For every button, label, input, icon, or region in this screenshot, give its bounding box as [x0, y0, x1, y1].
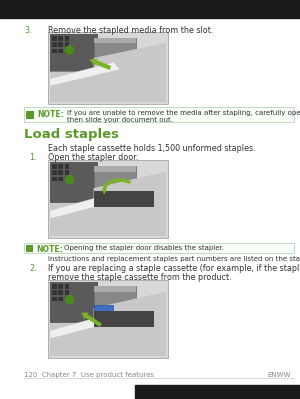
Text: NOTE:: NOTE:	[37, 110, 64, 119]
Bar	[58, 36, 63, 41]
Text: 2.: 2.	[29, 264, 37, 273]
Text: Load staples: Load staples	[24, 128, 119, 141]
Bar	[94, 191, 154, 207]
Bar	[26, 245, 33, 252]
Bar	[58, 284, 63, 289]
Text: ENWW: ENWW	[268, 372, 291, 378]
Text: Opening the stapler door disables the stapler.: Opening the stapler door disables the st…	[64, 245, 224, 251]
Text: NOTE:: NOTE:	[36, 245, 63, 254]
FancyArrow shape	[102, 189, 107, 194]
Text: Each staple cassette holds 1,500 unformed staples.: Each staple cassette holds 1,500 unforme…	[48, 144, 256, 153]
Bar	[94, 166, 136, 188]
Bar	[26, 111, 34, 119]
Bar	[52, 164, 57, 169]
Bar	[58, 296, 63, 301]
Bar	[52, 170, 57, 175]
Bar	[52, 177, 57, 182]
Text: remove the staple cassette from the product.: remove the staple cassette from the prod…	[48, 273, 232, 282]
Text: 1.: 1.	[29, 153, 37, 162]
Bar	[135, 385, 300, 399]
Text: Remove the stapled media from the slot.: Remove the stapled media from the slot.	[48, 26, 213, 35]
Polygon shape	[50, 62, 120, 86]
Bar	[52, 36, 57, 41]
Circle shape	[65, 175, 74, 184]
Text: Open the stapler door.: Open the stapler door.	[48, 153, 138, 162]
Bar	[58, 177, 63, 182]
Bar	[94, 311, 154, 327]
Bar	[94, 305, 113, 319]
Bar	[64, 42, 69, 47]
Bar	[0, 0, 300, 18]
Bar	[24, 107, 294, 122]
FancyArrow shape	[81, 312, 102, 327]
Bar	[64, 177, 69, 182]
Polygon shape	[50, 282, 98, 323]
Bar	[64, 296, 69, 301]
Text: 120  Chapter 7  Use product features: 120 Chapter 7 Use product features	[24, 372, 154, 378]
Bar	[94, 286, 136, 292]
Polygon shape	[50, 193, 120, 219]
Polygon shape	[50, 162, 98, 203]
Bar	[94, 38, 136, 43]
Bar	[52, 284, 57, 289]
Bar	[94, 286, 136, 308]
Text: If you are unable to remove the media after stapling, carefully open the stapler: If you are unable to remove the media af…	[67, 110, 300, 123]
Bar	[58, 290, 63, 295]
Bar	[58, 164, 63, 169]
Polygon shape	[50, 313, 120, 338]
Text: If you are replacing a staple cassette (for example, if the staple cassette has : If you are replacing a staple cassette (…	[48, 264, 300, 273]
Bar	[52, 290, 57, 295]
Bar	[58, 42, 63, 47]
Bar	[94, 38, 136, 58]
Bar	[64, 170, 69, 175]
Bar	[64, 49, 69, 53]
Polygon shape	[50, 172, 166, 236]
Bar	[52, 49, 57, 53]
Bar	[48, 32, 168, 104]
Polygon shape	[50, 34, 98, 71]
Polygon shape	[50, 292, 166, 356]
Circle shape	[65, 45, 74, 55]
Bar	[64, 284, 69, 289]
Text: Instructions and replacement staples part numbers are listed on the stapler door: Instructions and replacement staples par…	[48, 256, 300, 262]
Bar	[52, 296, 57, 301]
Bar	[24, 243, 294, 253]
Bar	[48, 160, 168, 238]
Bar	[64, 164, 69, 169]
Bar	[58, 170, 63, 175]
Polygon shape	[50, 43, 166, 102]
Bar	[64, 290, 69, 295]
Bar	[64, 36, 69, 41]
Text: 3.: 3.	[24, 26, 32, 35]
Bar	[94, 166, 136, 172]
Circle shape	[65, 295, 74, 304]
Bar	[48, 280, 168, 358]
Bar	[52, 42, 57, 47]
FancyArrow shape	[89, 59, 111, 70]
Bar	[58, 49, 63, 53]
